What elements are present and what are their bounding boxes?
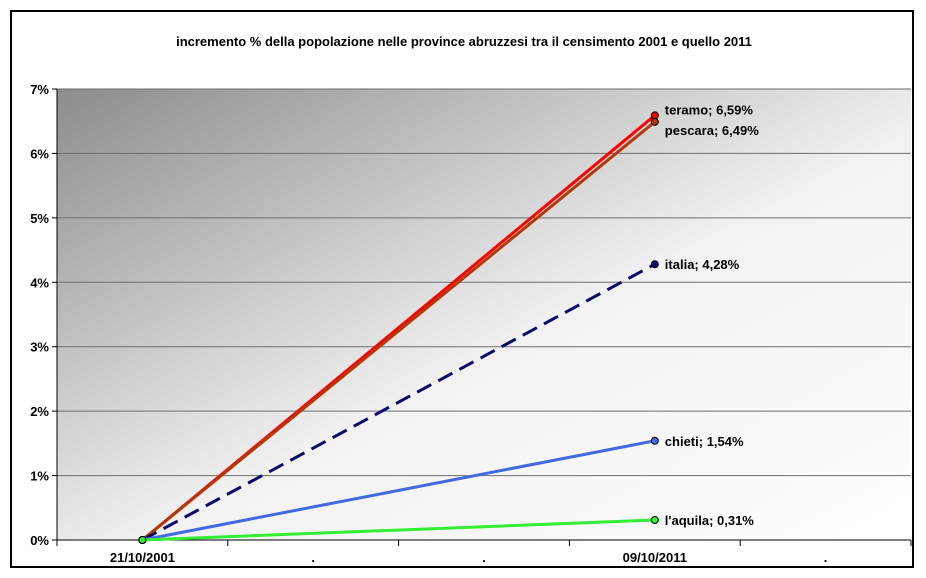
- y-tick-label: 6%: [30, 146, 49, 161]
- x-tick-label: 21/10/2001: [110, 550, 175, 565]
- chart-svg: incremento % della popolazione nelle pro…: [30, 34, 912, 565]
- data-labels: teramo; 6,59% pescara; 6,49% italia; 4,28%…: [665, 102, 759, 528]
- data-point-laquila: [138, 536, 147, 544]
- chart-title: incremento % della popolazione nelle pro…: [176, 34, 752, 49]
- y-tick-label: 0%: [30, 533, 49, 548]
- data-label-laquila: l'aquila; 0,31%: [665, 513, 755, 528]
- y-tick-label: 1%: [30, 469, 49, 484]
- data-point-italia: [650, 260, 659, 269]
- series-line-pescara: [141, 120, 656, 542]
- y-tick-label: 2%: [30, 404, 49, 419]
- y-tick-label: 7%: [30, 82, 49, 97]
- data-label-chieti: chieti; 1,54%: [665, 434, 744, 449]
- data-label-italia: italia; 4,28%: [665, 257, 740, 272]
- data-point-pescara: [650, 117, 659, 126]
- y-tick-label: 3%: [30, 340, 49, 355]
- data-point-chieti: [650, 436, 659, 445]
- series-lines: [138, 111, 659, 544]
- chart-frame: incremento % della popolazione nelle pro…: [10, 10, 914, 568]
- data-label-pescara: pescara; 6,49%: [665, 123, 759, 138]
- plot-area: [57, 89, 911, 540]
- x-tick-label: .: [311, 550, 315, 565]
- data-label-teramo: teramo; 6,59%: [665, 102, 754, 117]
- y-tick-label: 4%: [30, 275, 49, 290]
- series-line-italia: [141, 262, 656, 542]
- axes: 0% 1% 2% 3% 4% 5% 6% 7% 21/10/2001.. 09/10/2011.: [30, 82, 912, 565]
- y-tick-label: 5%: [30, 211, 49, 226]
- x-tick-label: 09/10/2011: [623, 550, 687, 565]
- x-tick-label: .: [824, 550, 828, 565]
- data-point-laquila: [650, 516, 659, 525]
- series-line-chieti: [142, 439, 656, 542]
- x-tick-label: .: [482, 550, 486, 565]
- series-line-laquila: [142, 518, 655, 542]
- gridlines: [57, 88, 911, 477]
